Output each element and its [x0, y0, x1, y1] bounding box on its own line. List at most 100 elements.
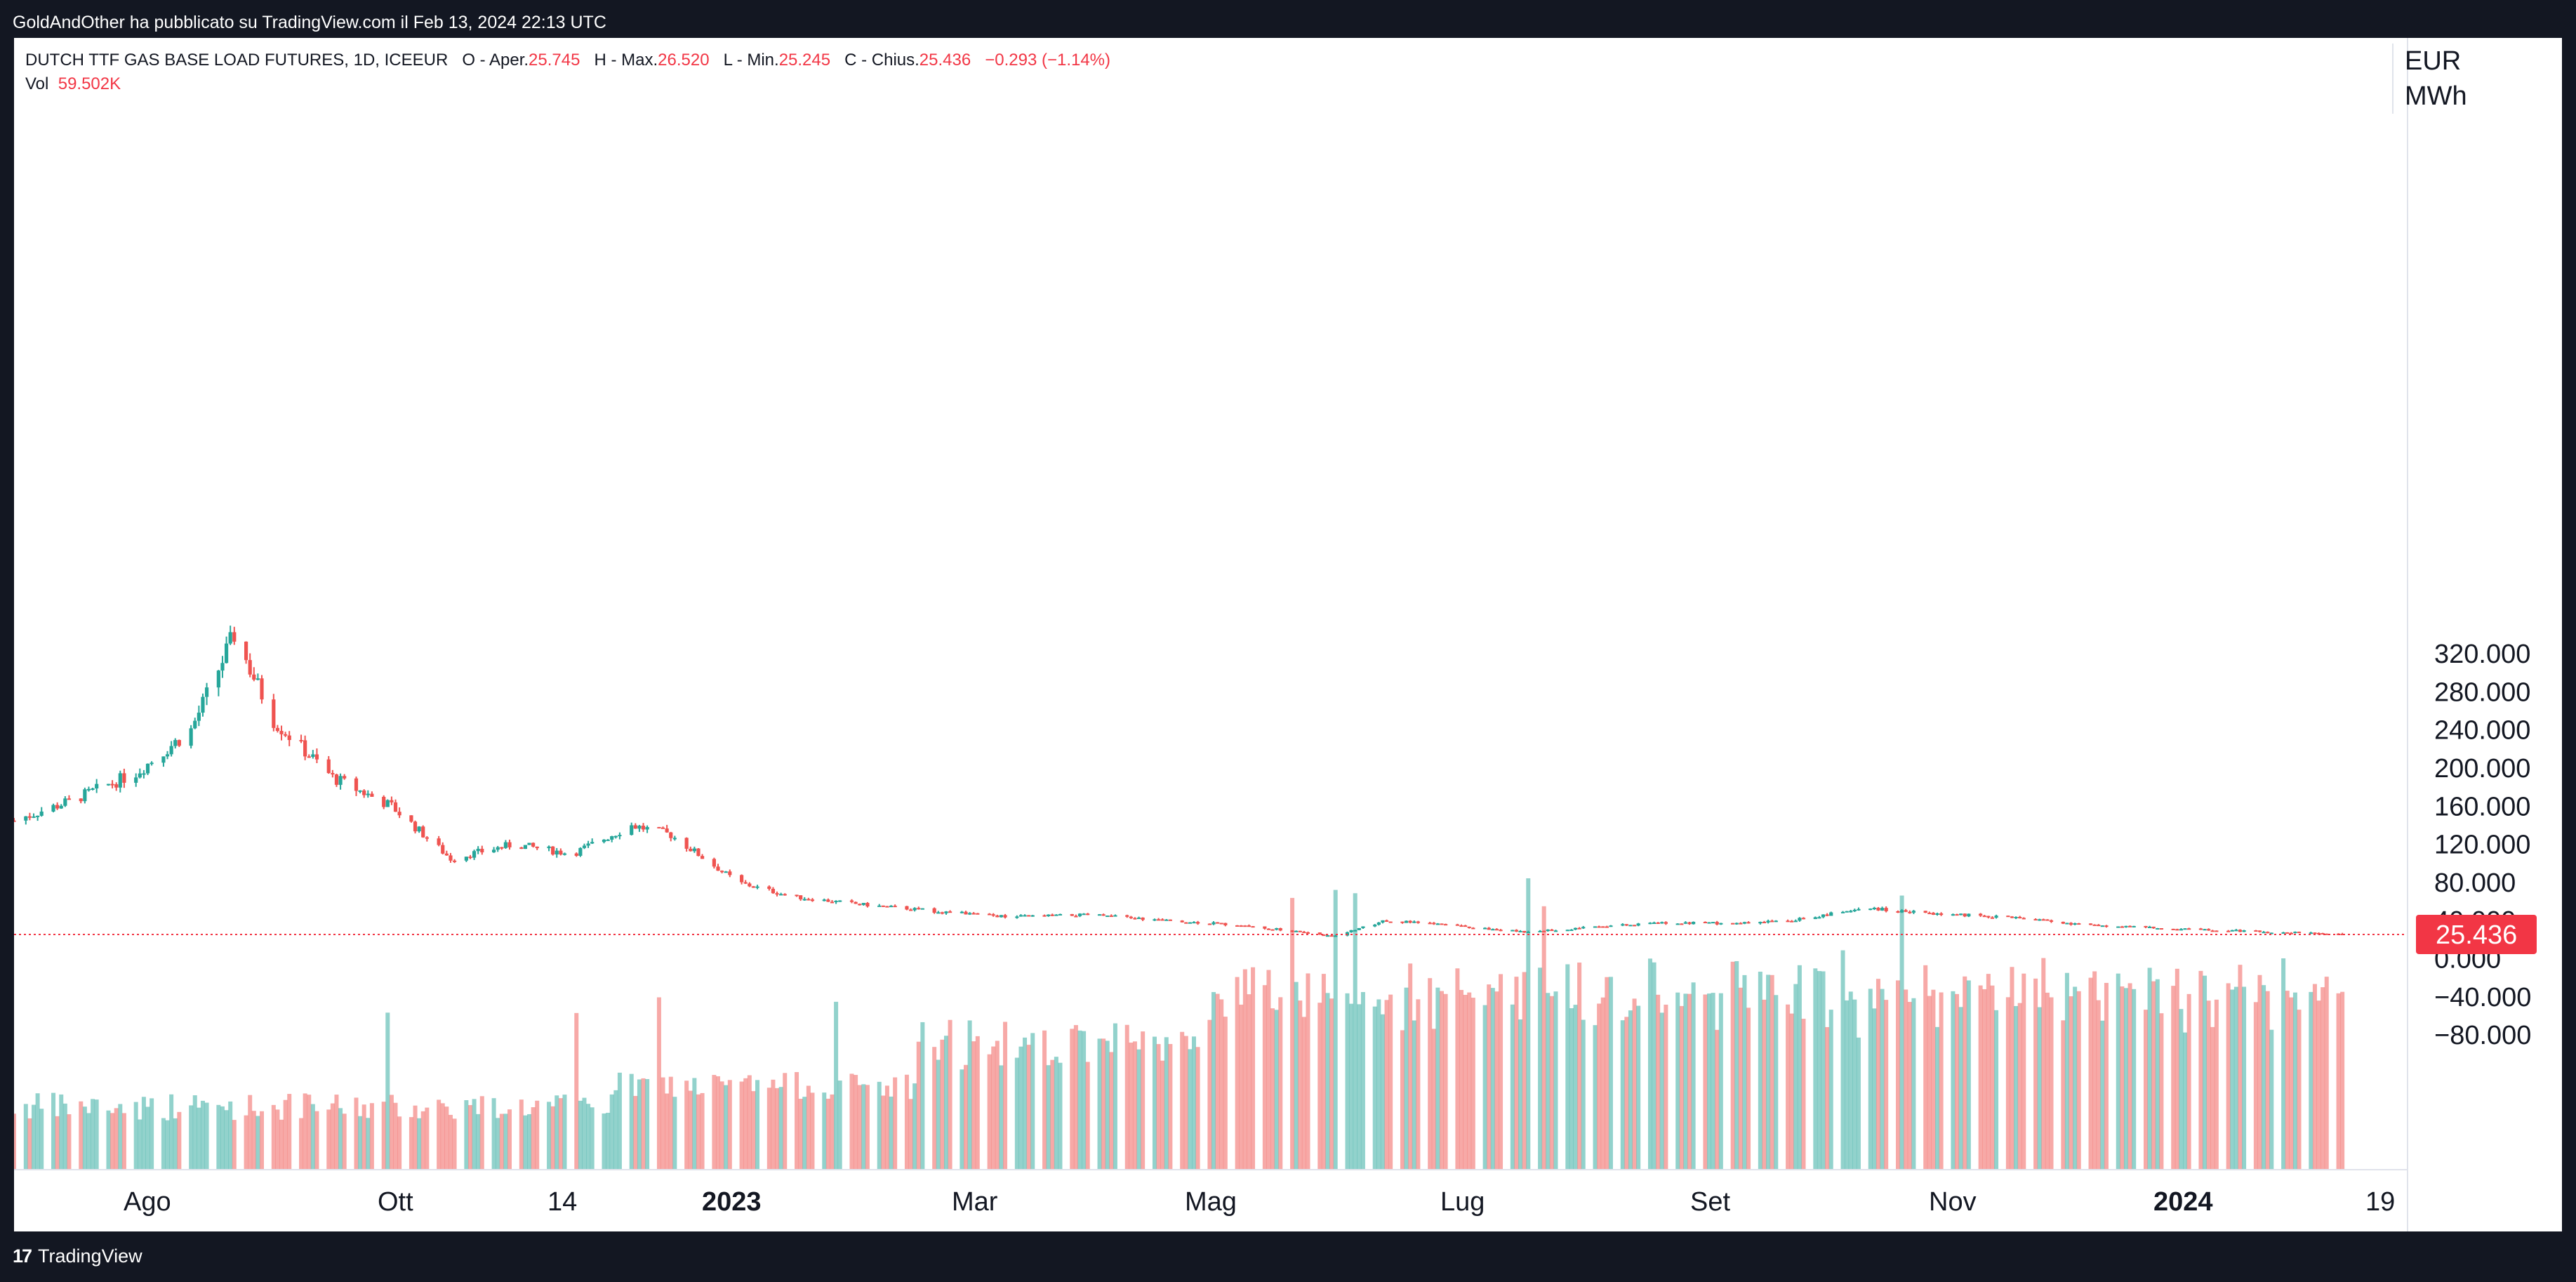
candle-body — [2226, 930, 2231, 932]
volume-bar — [1266, 970, 1271, 1170]
candle-body — [1188, 922, 1192, 924]
brand-name: TradingView — [38, 1245, 142, 1267]
volume-bar — [1679, 1005, 1684, 1170]
candle-body — [255, 678, 260, 680]
volume-bar — [1659, 1012, 1664, 1170]
volume-bar — [1317, 1003, 1322, 1170]
candle-body — [1553, 930, 1558, 932]
volume-bar — [161, 1118, 166, 1170]
volume-bar — [1431, 1029, 1436, 1170]
candle-body — [665, 828, 669, 833]
candle-body — [2207, 929, 2211, 931]
volume-bar — [425, 1107, 430, 1170]
volume-bar — [192, 1095, 197, 1170]
candle-body — [118, 773, 122, 788]
candle-body — [2266, 932, 2270, 934]
candle-body — [1880, 908, 1885, 911]
candle-body — [79, 798, 83, 802]
candle-body — [1459, 925, 1463, 927]
candle-body — [559, 850, 563, 855]
candle-body — [606, 839, 610, 841]
candle-body — [354, 778, 359, 791]
symbol-name: DUTCH TTF GAS BASE LOAD FUTURES, 1D, ICE… — [25, 51, 449, 70]
candle-body — [1994, 916, 1998, 918]
volume-bar — [783, 1073, 788, 1170]
x-tick-label: Mar — [952, 1187, 998, 1217]
candle-body — [2238, 930, 2243, 932]
volume-bar — [719, 1081, 724, 1170]
candle-body — [1683, 922, 1688, 924]
volume-bar — [2064, 972, 2069, 1170]
volume-bar — [106, 1110, 111, 1170]
candle-body — [272, 699, 276, 728]
open-label: O - Aper. — [462, 51, 529, 70]
volume-bar — [2120, 986, 2125, 1170]
volume-bar — [582, 1097, 587, 1170]
candle-body — [1440, 923, 1444, 925]
candle-body — [1715, 922, 1719, 925]
volume-bar — [987, 1054, 992, 1170]
candle-body — [783, 894, 787, 896]
candle-body — [252, 674, 256, 680]
price-chart[interactable]: 320.000 280.000 240.000 200.000 160.000 120.0… — [14, 38, 2562, 1231]
volume-bar — [1742, 974, 1747, 1170]
candle-body — [748, 883, 752, 887]
candle-body — [1086, 913, 1090, 916]
candle-body — [2156, 928, 2160, 930]
volume-bar — [326, 1109, 331, 1170]
candle-body — [995, 916, 1000, 918]
volume-bar — [299, 1118, 304, 1170]
volume-bar — [361, 1104, 366, 1170]
candle-body — [1793, 920, 1798, 923]
candle-body — [1821, 914, 1826, 918]
candle-body — [1455, 924, 1460, 926]
volume-bar — [755, 1080, 760, 1170]
candle-body — [936, 912, 941, 914]
volume-bar — [527, 1114, 532, 1170]
volume-bar — [1899, 895, 1904, 1170]
volume-bar — [420, 1111, 425, 1170]
candle-body — [468, 857, 472, 859]
candle-body — [1467, 926, 1471, 928]
candle-body — [1373, 925, 1377, 927]
candle-body — [437, 838, 441, 845]
x-axis: Ago Ott 14 2023 Mar Mag Lug Set Nov 2024 19 — [124, 1187, 2395, 1217]
candle-body — [496, 847, 500, 850]
volume-bar — [1730, 961, 1735, 1170]
volume-bar — [2316, 1000, 2321, 1170]
currency-unit[interactable]: EUR MWh — [2392, 44, 2545, 114]
candle-body — [134, 777, 138, 783]
candle-body — [574, 853, 578, 856]
candle-body — [1322, 934, 1326, 937]
volume-bar — [1219, 999, 1224, 1170]
candle-body — [1884, 908, 1888, 911]
candle-body — [1428, 923, 1432, 925]
volume-bar — [118, 1104, 123, 1170]
chart-panel[interactable]: 320.000 280.000 240.000 200.000 160.000 120.0… — [14, 38, 2562, 1231]
candle-body — [1211, 922, 1216, 925]
candle-body — [1660, 922, 1664, 924]
candle-body — [893, 906, 897, 908]
volume-bar — [822, 1092, 827, 1170]
candle-body — [122, 773, 126, 783]
volume-bar — [1487, 984, 1492, 1170]
volume-bar — [960, 1069, 964, 1170]
candle-body — [1904, 910, 1908, 912]
tradingview-logo[interactable]: 17 TradingView — [13, 1245, 142, 1267]
candle-body — [1982, 916, 1986, 918]
change-value: −0.293 (−1.14%) — [985, 51, 1111, 70]
unit-measure: MWh — [2405, 81, 2467, 111]
y-tick-label: 280.000 — [2434, 678, 2530, 707]
y-tick-label: 80.000 — [2434, 868, 2516, 898]
close-value: 25.436 — [919, 51, 971, 70]
volume-bar — [1499, 974, 1503, 1170]
volume-bar — [79, 1101, 84, 1170]
candle-body — [630, 825, 634, 835]
volume-bar — [1711, 993, 1715, 1170]
candle-body — [1955, 914, 1959, 916]
volume-bar — [2132, 989, 2137, 1170]
candle-body — [932, 908, 936, 913]
volume-bar — [1553, 991, 1558, 1170]
candle-body — [2061, 921, 2065, 924]
volume-bar — [444, 1106, 449, 1170]
